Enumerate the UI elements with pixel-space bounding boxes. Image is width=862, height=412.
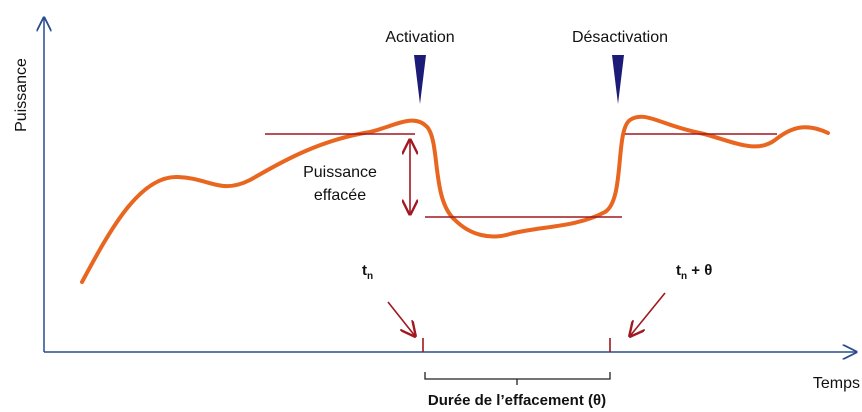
tn-base: t xyxy=(676,262,681,279)
tn-base: t xyxy=(362,262,367,279)
tn-sub: n xyxy=(367,271,373,282)
x-axis-label: Temps xyxy=(813,375,860,392)
deactivation-marker xyxy=(612,55,624,104)
activation-label: Activation xyxy=(385,29,454,46)
tn-rest: + θ xyxy=(687,262,712,279)
bracket xyxy=(424,372,611,385)
y-axis-label: Puissance xyxy=(13,58,30,132)
reduced-power-label: Puissance xyxy=(303,164,377,181)
tn-label: tn xyxy=(362,262,373,282)
arrow xyxy=(387,301,415,336)
duration-label: Durée de l’effacement (θ) xyxy=(428,392,606,409)
arrow xyxy=(630,292,666,336)
activation-marker xyxy=(414,55,426,104)
power-curve xyxy=(80,114,830,284)
tn-theta-label: tn + θ xyxy=(676,262,712,282)
reduced-power-label: effacée xyxy=(314,187,366,204)
tn-sub: n xyxy=(681,271,687,282)
deactivation-label: Désactivation xyxy=(572,29,668,46)
